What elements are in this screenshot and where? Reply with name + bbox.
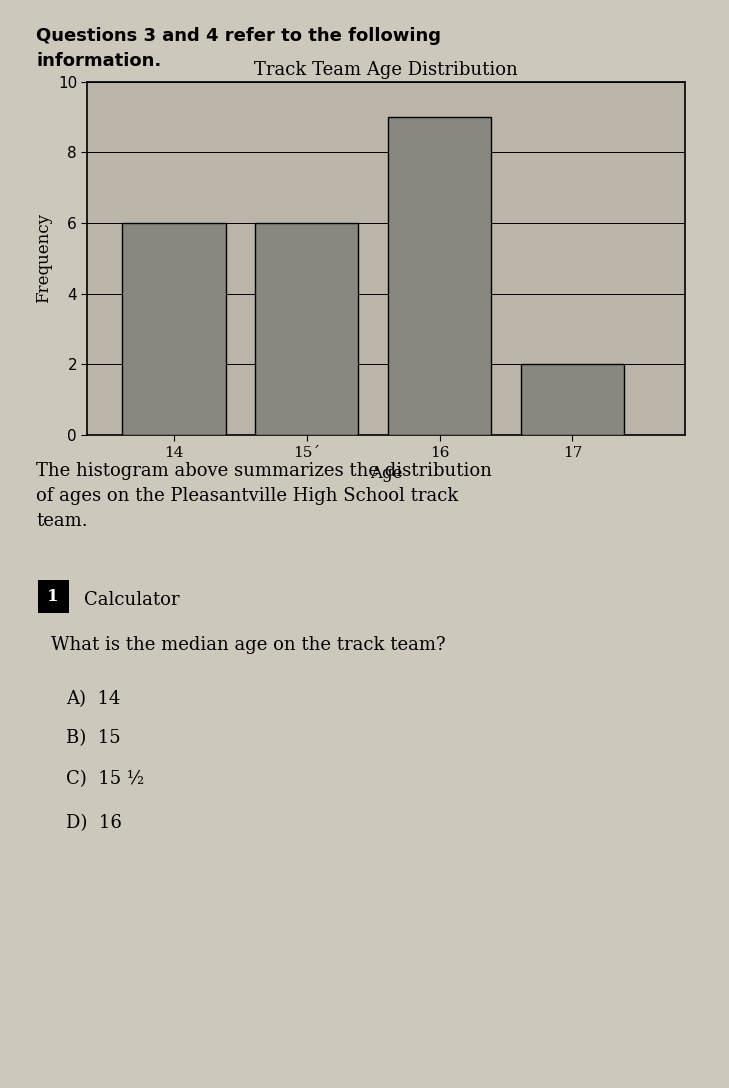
Text: D)  16: D) 16 [66, 814, 122, 832]
Text: Questions 3 and 4 refer to the following: Questions 3 and 4 refer to the following [36, 27, 442, 46]
Bar [122, 223, 226, 435]
Text: C)  15 ½: C) 15 ½ [66, 770, 144, 789]
Bar [521, 364, 624, 435]
Text: information.: information. [36, 52, 162, 71]
Text: B)  15: B) 15 [66, 729, 120, 747]
Text: A)  14: A) 14 [66, 690, 120, 708]
Text: 1: 1 [47, 588, 59, 605]
X-axis label: Age: Age [370, 466, 402, 482]
Text: Calculator: Calculator [84, 591, 179, 609]
Bar [388, 116, 491, 435]
Y-axis label: Frequency: Frequency [35, 213, 52, 304]
Title: Track Team Age Distribution: Track Team Age Distribution [254, 61, 518, 78]
Text: The histogram above summarizes the distribution
of ages on the Pleasantville Hig: The histogram above summarizes the distr… [36, 462, 492, 531]
Bar [255, 223, 359, 435]
Text: What is the median age on the track team?: What is the median age on the track team… [51, 636, 445, 655]
